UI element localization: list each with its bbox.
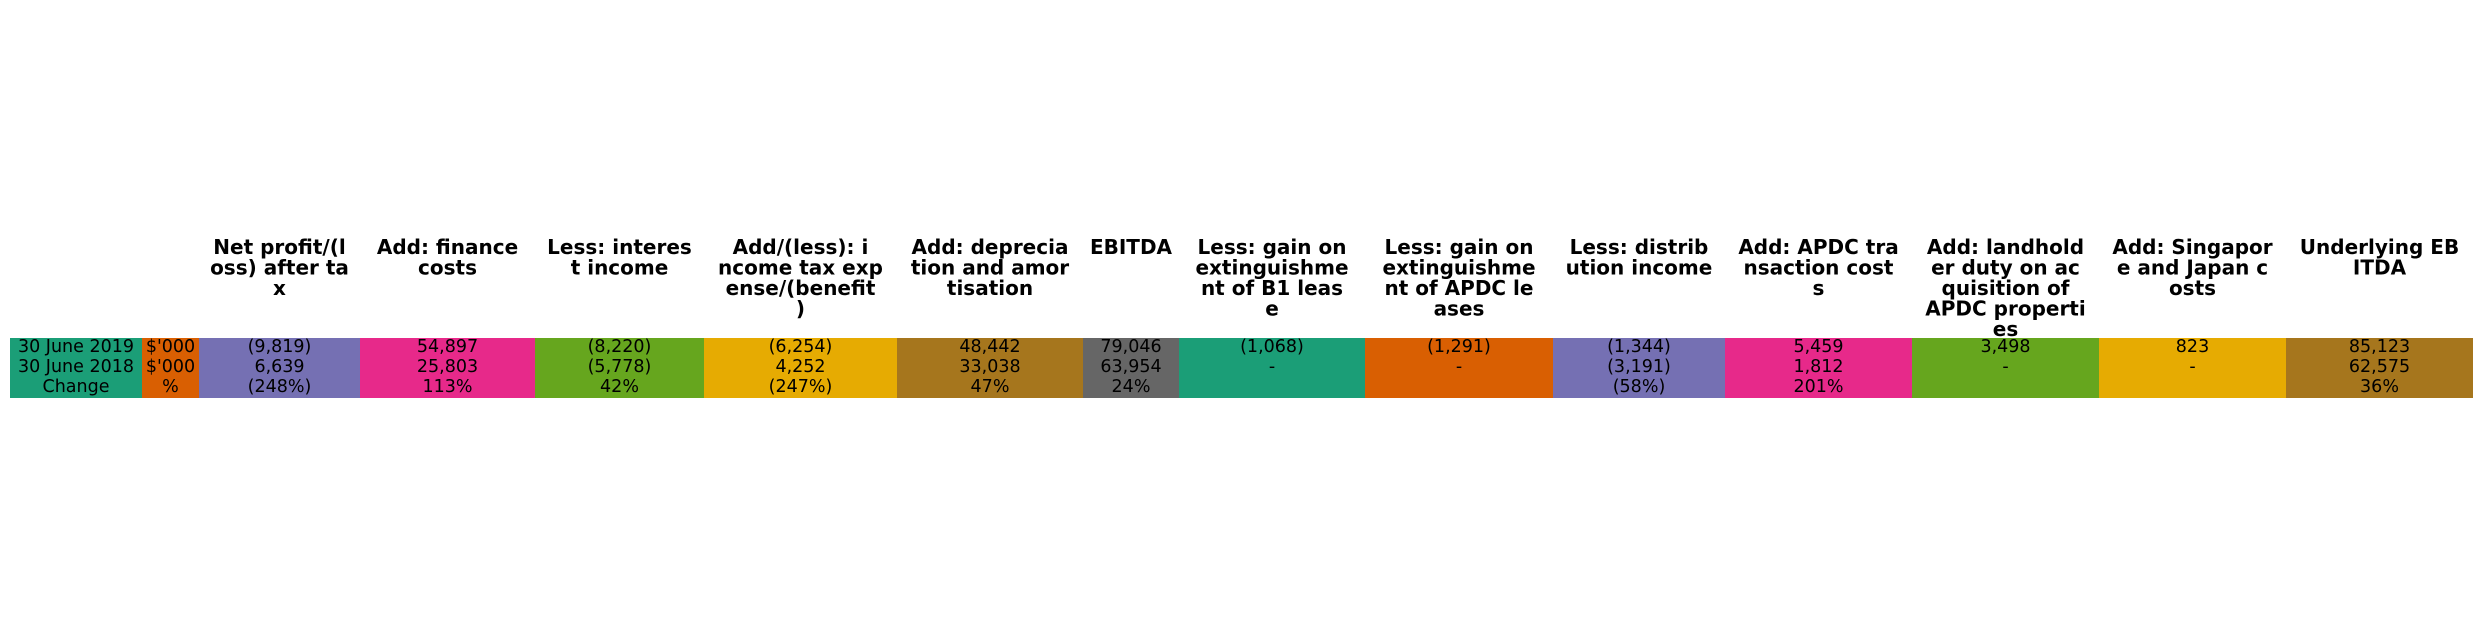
column-cell bbox=[535, 338, 704, 398]
cell-value: 25,803 bbox=[417, 357, 478, 377]
cell-value: 36% bbox=[2360, 377, 2399, 397]
column-header-line: oss) after ta bbox=[210, 256, 349, 280]
column-cell bbox=[2099, 338, 2286, 398]
cell-value: - bbox=[1269, 357, 1275, 377]
cell-value: (6,254) bbox=[769, 337, 833, 357]
row-label: 30 June 2019 bbox=[18, 337, 134, 357]
column-cell bbox=[1083, 338, 1179, 398]
cell-value: (5,778) bbox=[588, 357, 652, 377]
column-header-line: ases bbox=[1434, 297, 1485, 321]
column-cell bbox=[199, 338, 360, 398]
cell-value: 3,498 bbox=[1980, 337, 2030, 357]
column-header-line: osts bbox=[2169, 276, 2216, 300]
cell-value: (1,291) bbox=[1427, 337, 1491, 357]
column-header-line: ense/(benefit bbox=[726, 276, 876, 300]
cell-value: (9,819) bbox=[248, 337, 312, 357]
column-header-line: ution income bbox=[1566, 256, 1713, 280]
column-header-line: Add: landhold bbox=[1927, 235, 2084, 259]
column-header-line: nsaction cost bbox=[1744, 256, 1894, 280]
column-header-line: x bbox=[273, 276, 286, 300]
unit-label: % bbox=[162, 377, 179, 397]
cell-value: 42% bbox=[600, 377, 639, 397]
cell-value: - bbox=[2002, 357, 2008, 377]
unit-label: $'000 bbox=[146, 337, 195, 357]
column-header-line: Net profit/(l bbox=[213, 235, 345, 259]
cell-value: (1,068) bbox=[1240, 337, 1304, 357]
row-label: 30 June 2018 bbox=[18, 357, 134, 377]
row-label-cell bbox=[10, 338, 142, 398]
cell-value: 4,252 bbox=[775, 357, 825, 377]
cell-value: 79,046 bbox=[1100, 337, 1161, 357]
column-header-line: costs bbox=[418, 256, 477, 280]
column-cell bbox=[1912, 338, 2099, 398]
column-header-line: Less: interes bbox=[547, 235, 692, 259]
cell-value: (8,220) bbox=[588, 337, 652, 357]
cell-value: (58%) bbox=[1613, 377, 1666, 397]
column-header-line: Add: finance bbox=[377, 235, 518, 259]
column-cell bbox=[1365, 338, 1553, 398]
column-header-line: extinguishme bbox=[1382, 256, 1535, 280]
cell-value: 24% bbox=[1112, 377, 1151, 397]
unit-label: $'000 bbox=[146, 357, 195, 377]
column-cell bbox=[360, 338, 535, 398]
column-header-line: t income bbox=[571, 256, 669, 280]
column-header-line: s bbox=[1813, 276, 1825, 300]
cell-value: 33,038 bbox=[959, 357, 1020, 377]
cell-value: 6,639 bbox=[254, 357, 304, 377]
column-header-line: nt of APDC le bbox=[1385, 276, 1534, 300]
column-header-line: er duty on ac bbox=[1931, 256, 2080, 280]
cell-value: 62,575 bbox=[2349, 357, 2410, 377]
column-header-line: Underlying EB bbox=[2300, 235, 2459, 259]
column-header-line: Add/(less): i bbox=[733, 235, 869, 259]
column-header-line: e bbox=[1265, 297, 1279, 321]
column-header-line: tisation bbox=[947, 276, 1033, 300]
column-header-line: ) bbox=[796, 297, 805, 321]
column-header-line: Add: APDC tra bbox=[1738, 235, 1898, 259]
cell-value: (1,344) bbox=[1607, 337, 1671, 357]
column-header-line: Add: deprecia bbox=[912, 235, 1069, 259]
cell-value: 54,897 bbox=[417, 337, 478, 357]
column-header-line: Less: gain on bbox=[1198, 235, 1347, 259]
cell-value: 823 bbox=[2176, 337, 2209, 357]
column-cell bbox=[1179, 338, 1365, 398]
cell-value: 201% bbox=[1793, 377, 1843, 397]
cell-value: (247%) bbox=[769, 377, 833, 397]
row-label: Change bbox=[42, 377, 109, 397]
column-header-line: Less: distrib bbox=[1570, 235, 1709, 259]
column-header-line: Add: Singapor bbox=[2112, 235, 2272, 259]
column-cell bbox=[1553, 338, 1725, 398]
column-cell bbox=[2286, 338, 2473, 398]
column-header-line: APDC properti bbox=[1925, 297, 2085, 321]
cell-value: 48,442 bbox=[959, 337, 1020, 357]
column-header-line: nt of B1 leas bbox=[1201, 276, 1343, 300]
cell-value: 113% bbox=[422, 377, 472, 397]
cell-value: (3,191) bbox=[1607, 357, 1671, 377]
column-header-line: Less: gain on bbox=[1385, 235, 1534, 259]
column-header-line: ncome tax exp bbox=[718, 256, 883, 280]
cell-value: - bbox=[1456, 357, 1462, 377]
column-header-line: ITDA bbox=[2353, 256, 2407, 280]
column-header-line: EBITDA bbox=[1090, 235, 1173, 259]
column-header-line: extinguishme bbox=[1195, 256, 1348, 280]
cell-value: (248%) bbox=[248, 377, 312, 397]
column-cell bbox=[897, 338, 1083, 398]
column-header-line: tion and amor bbox=[911, 256, 1069, 280]
unit-cell bbox=[142, 338, 199, 398]
cell-value: 1,812 bbox=[1793, 357, 1843, 377]
column-cell bbox=[704, 338, 897, 398]
column-header-line: es bbox=[1993, 317, 2018, 341]
cell-value: 63,954 bbox=[1100, 357, 1161, 377]
column-header-line: quisition of bbox=[1942, 276, 2070, 300]
cell-value: 5,459 bbox=[1793, 337, 1843, 357]
cell-value: 85,123 bbox=[2349, 337, 2410, 357]
column-header-line: e and Japan c bbox=[2117, 256, 2268, 280]
cell-value: 47% bbox=[971, 377, 1010, 397]
column-cell bbox=[1725, 338, 1912, 398]
cell-value: - bbox=[2189, 357, 2195, 377]
